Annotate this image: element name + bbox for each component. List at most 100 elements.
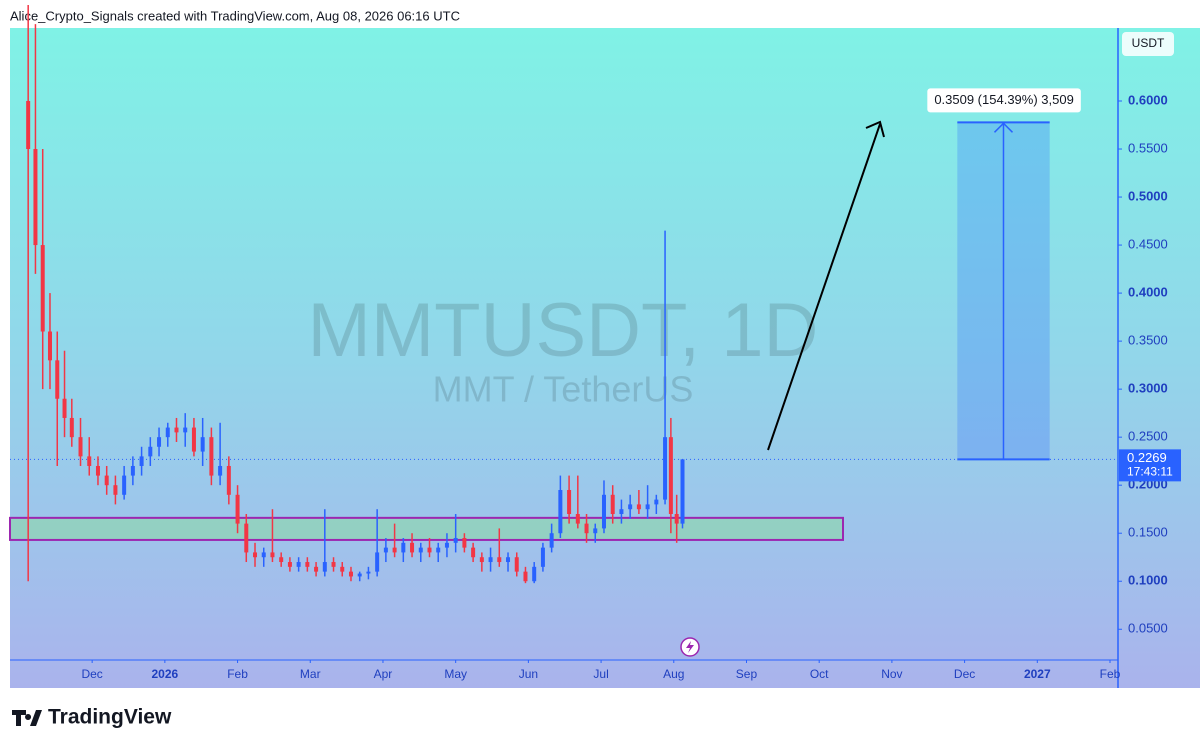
background bbox=[10, 28, 1200, 688]
candle-body bbox=[497, 557, 502, 563]
y-tick-label: 0.0500 bbox=[1128, 621, 1168, 636]
candle-body bbox=[104, 475, 109, 486]
candle-body bbox=[654, 499, 659, 505]
x-tick-label: Mar bbox=[300, 667, 321, 681]
y-tick-label: 0.5500 bbox=[1128, 140, 1168, 155]
candle-body bbox=[95, 465, 100, 476]
y-tick-label: 0.4000 bbox=[1128, 285, 1168, 300]
candle-body bbox=[165, 427, 170, 438]
footer: TradingView bbox=[48, 706, 172, 729]
x-tick-label: Apr bbox=[374, 667, 393, 681]
candle-body bbox=[55, 360, 60, 399]
candle-body bbox=[462, 538, 467, 548]
y-tick-label: 0.4500 bbox=[1128, 237, 1168, 252]
candle-body bbox=[340, 566, 345, 572]
candle-body bbox=[645, 504, 650, 510]
currency-box[interactable] bbox=[1122, 32, 1174, 56]
candle-body bbox=[436, 547, 441, 553]
candle-body bbox=[680, 459, 685, 524]
measure-arrow-head bbox=[993, 122, 1014, 133]
y-tick-label: 0.3000 bbox=[1128, 381, 1168, 396]
candle-body bbox=[619, 509, 624, 515]
candle-body bbox=[69, 417, 74, 438]
candle-body bbox=[270, 552, 275, 558]
x-tick-label: Sep bbox=[736, 667, 758, 681]
candle-body bbox=[593, 528, 598, 534]
x-tick-label: Feb bbox=[1100, 667, 1121, 681]
candle-body bbox=[253, 552, 258, 558]
candle-body bbox=[209, 437, 214, 476]
y-tick-label: 0.5000 bbox=[1128, 188, 1168, 203]
candle-body bbox=[506, 557, 511, 563]
candle-body bbox=[628, 504, 633, 510]
candle-body bbox=[200, 437, 205, 452]
candle-body bbox=[148, 446, 153, 457]
candle-body bbox=[62, 398, 67, 418]
x-tick-label: May bbox=[444, 667, 467, 681]
candle-body bbox=[610, 494, 615, 515]
candle-body bbox=[567, 489, 572, 515]
candle-body bbox=[392, 547, 397, 553]
candle-body bbox=[322, 562, 327, 572]
candle-body bbox=[444, 542, 449, 548]
candle-body bbox=[87, 456, 92, 466]
candle-body bbox=[191, 427, 196, 452]
header: Alice_Crypto_Signals created with Tradin… bbox=[10, 8, 460, 23]
y-tick-label: 0.1500 bbox=[1128, 525, 1168, 540]
y-tick-label: 0.6000 bbox=[1128, 92, 1168, 107]
candle-body bbox=[244, 523, 249, 553]
support-zone bbox=[9, 516, 844, 541]
y-tick-label: 0.3500 bbox=[1128, 333, 1168, 348]
events-bolt bbox=[686, 641, 694, 653]
logo-mark bbox=[12, 710, 42, 726]
candle-body bbox=[33, 149, 38, 246]
countdown: 17:43:11 bbox=[1127, 465, 1173, 479]
watermark: MMTUSDT, 1D MMT / TetherUS bbox=[308, 288, 819, 409]
candle-body bbox=[418, 547, 423, 553]
candle-body bbox=[235, 494, 240, 524]
y-tick-label: 0.2500 bbox=[1128, 429, 1168, 444]
candle-body bbox=[122, 475, 127, 495]
candle-body bbox=[139, 456, 144, 466]
candle-body bbox=[383, 547, 388, 553]
candle-body bbox=[40, 245, 45, 332]
x-tick-label: Jul bbox=[593, 667, 608, 681]
watermark-subtitle: MMT / TetherUS bbox=[433, 369, 694, 410]
candle-body bbox=[113, 485, 118, 495]
candle-body bbox=[287, 562, 292, 567]
last-price: 0.2269 bbox=[1127, 450, 1167, 465]
currency: USDT bbox=[1132, 36, 1165, 50]
candle-body bbox=[130, 465, 135, 476]
x-tick-label: Dec bbox=[954, 667, 975, 681]
x-tick-label: Aug bbox=[663, 667, 684, 681]
candle-body bbox=[674, 514, 679, 524]
measure-label: 0.3509 (154.39%) 3,509 bbox=[934, 92, 1074, 107]
candle-body bbox=[357, 573, 362, 577]
candle-body bbox=[479, 557, 484, 563]
candle-body bbox=[636, 504, 641, 510]
candle-body bbox=[575, 514, 580, 524]
y-tick-label: 0.1000 bbox=[1128, 573, 1168, 588]
last-price-box bbox=[1119, 449, 1181, 482]
candle-body bbox=[78, 437, 83, 457]
candle-body bbox=[668, 437, 673, 515]
x-tick-label: Nov bbox=[881, 667, 902, 681]
candle-body bbox=[488, 557, 493, 563]
candle-body bbox=[663, 437, 668, 500]
candle-body bbox=[279, 557, 284, 563]
candle-body bbox=[471, 547, 476, 558]
candle-body bbox=[314, 566, 319, 572]
candle-body bbox=[601, 494, 606, 529]
candle-body bbox=[540, 547, 545, 567]
candle-body bbox=[401, 542, 406, 553]
candle-body bbox=[26, 100, 31, 150]
candle-body bbox=[47, 331, 52, 361]
watermark-title: MMTUSDT, 1D bbox=[308, 288, 819, 373]
candle-body bbox=[427, 547, 432, 553]
measure-label-box bbox=[927, 88, 1081, 113]
candle-body bbox=[296, 562, 301, 567]
candle-body bbox=[183, 427, 188, 433]
candle-body bbox=[331, 562, 336, 567]
candle-body bbox=[558, 489, 563, 534]
